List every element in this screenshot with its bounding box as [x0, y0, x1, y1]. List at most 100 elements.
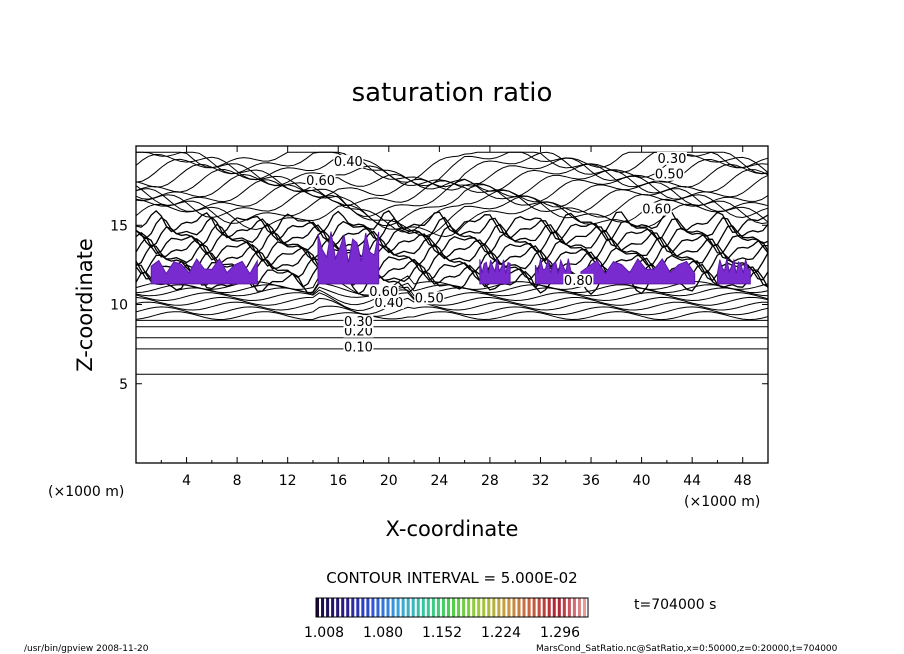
- x-tick-label: 28: [481, 473, 499, 489]
- colorbar: [315, 597, 589, 618]
- x-tick-label: 40: [633, 473, 651, 489]
- contour-label: 0.40: [374, 296, 403, 311]
- colorbar-cell: [547, 598, 551, 617]
- colorbar-cell: [557, 598, 561, 617]
- contour-label: 0.50: [415, 291, 444, 306]
- colorbar-cell: [321, 598, 325, 617]
- colorbar-cell: [376, 598, 380, 617]
- colorbar-cell: [582, 598, 586, 617]
- contour-line: [135, 297, 769, 315]
- colorbar-cell: [326, 598, 330, 617]
- colorbar-tick-label: 1.152: [422, 625, 462, 641]
- supersaturated-region: [150, 257, 258, 285]
- x-tick-label: 4: [182, 473, 191, 489]
- colorbar-cell: [336, 598, 340, 617]
- x-tick-label: 20: [380, 473, 398, 489]
- colorbar-cell: [522, 598, 526, 617]
- contour-label: 0.10: [344, 340, 373, 355]
- colorbar-cell: [577, 598, 581, 617]
- contour-label: 0.60: [306, 174, 335, 189]
- colorbar-frame: [315, 597, 589, 618]
- colorbar-tick-labels: 1.008 1.080 1.152 1.224 1.296: [304, 625, 580, 641]
- footer-left: /usr/bin/gpview 2008-11-20: [24, 644, 149, 654]
- colorbar-cell: [356, 598, 360, 617]
- contour-label-bg: [343, 315, 374, 329]
- contour-line: [135, 201, 769, 238]
- contour-line: [135, 163, 769, 192]
- contour-line: [135, 243, 768, 269]
- colorbar-cell: [426, 598, 430, 617]
- supersaturated-region: [317, 231, 380, 285]
- x-tick-label: 44: [683, 473, 701, 489]
- contour-interval: CONTOUR INTERVAL = 5.000E-02: [326, 569, 577, 587]
- y-tick-label: 5: [119, 377, 128, 393]
- contour-label: 0.60: [642, 203, 671, 218]
- supersaturated-region: [716, 258, 751, 285]
- contour-labels: 0.100.200.300.40 0.500.600.400.600.300.50…: [305, 151, 687, 355]
- y-axis-label: Z-coordinate: [73, 238, 97, 372]
- colorbar-cell: [452, 598, 456, 617]
- contour-label: 0.80: [564, 274, 593, 289]
- colorbar-cell: [497, 598, 501, 617]
- colorbar-cell: [507, 598, 511, 617]
- x-tick-label: 36: [582, 473, 600, 489]
- contour-line: [135, 311, 769, 321]
- colorbar-cell: [316, 598, 320, 617]
- contour-label-bg: [373, 296, 404, 310]
- colorbar-cell: [416, 598, 420, 617]
- colorbar-cell: [487, 598, 491, 617]
- colorbar-cell: [482, 598, 486, 617]
- colorbar-cell: [341, 598, 345, 617]
- colorbar-cell: [421, 598, 425, 617]
- contour-line: [135, 189, 769, 233]
- x-tick-label: 12: [279, 473, 297, 489]
- colorbar-cell: [527, 598, 531, 617]
- colorbar-cell: [562, 598, 566, 617]
- colorbar-cell: [436, 598, 440, 617]
- supersaturated-region: [479, 258, 511, 285]
- colorbar-cell: [492, 598, 496, 617]
- contour-line: [135, 157, 769, 187]
- colorbar-cell: [462, 598, 466, 617]
- supersaturated-region: [580, 258, 696, 285]
- contour-line: [135, 229, 769, 256]
- colorbar-cell: [431, 598, 435, 617]
- contour-line: [135, 168, 769, 198]
- colorbar-cell: [517, 598, 521, 617]
- colorbar-cell: [477, 598, 481, 617]
- colorbar-tick-label: 1.008: [304, 625, 344, 641]
- contour-label: 0.30: [657, 152, 686, 167]
- contour-line: [135, 236, 769, 262]
- colorbar-cell: [552, 598, 556, 617]
- x-tick-label: 24: [430, 473, 448, 489]
- colorbar-cell: [391, 598, 395, 617]
- footer-right: MarsCond_SatRatio.nc@SatRatio,x=0:50000,…: [536, 644, 838, 654]
- contour-label-bg: [563, 273, 594, 287]
- x-unit-right: (×1000 m): [684, 494, 760, 510]
- contour-label: 0.40: [334, 155, 363, 170]
- colorbar-cell: [446, 598, 450, 617]
- contour-line: [135, 305, 769, 317]
- colorbar-cell: [371, 598, 375, 617]
- x-unit-left: (×1000 m): [48, 484, 124, 500]
- supersaturated-region: [534, 258, 572, 285]
- supersaturated-regions: [150, 231, 751, 285]
- colorbar-cell: [567, 598, 571, 617]
- contour-label: 0.50: [655, 168, 684, 183]
- contour-label-bg: [414, 291, 445, 305]
- y-tick-label: 10: [110, 298, 128, 314]
- contour-line: [135, 292, 769, 312]
- colorbar-cell: [381, 598, 385, 617]
- contour-line: [135, 216, 769, 242]
- colorbar-cell: [351, 598, 355, 617]
- contour-label: 0.20: [344, 325, 373, 340]
- colorbar-cell: [542, 598, 546, 617]
- contour-label: 0.60: [369, 285, 398, 300]
- colorbar-cell: [411, 598, 415, 617]
- chart-title: saturation ratio: [352, 78, 553, 108]
- colorbar-cell: [512, 598, 516, 617]
- x-tick-label: 8: [233, 473, 242, 489]
- x-tick-label: 48: [734, 473, 752, 489]
